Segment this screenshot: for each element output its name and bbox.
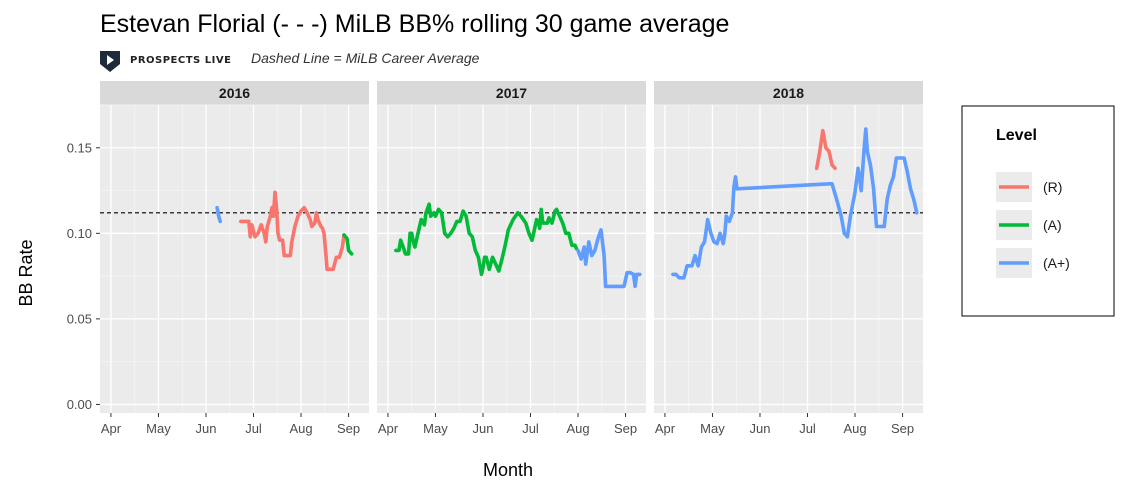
strip-2016 xyxy=(100,81,369,105)
strip-label-2018: 2018 xyxy=(773,85,804,101)
y-tick-label: 0.05 xyxy=(67,311,92,326)
series-line-2016-r xyxy=(239,190,346,272)
x-tick-label-may: May xyxy=(423,421,448,436)
series-line-2018-r xyxy=(814,128,837,171)
series-line-2017-aplus xyxy=(576,228,642,289)
x-tick-label-sep: Sep xyxy=(891,421,914,436)
series-line-2017-a xyxy=(394,202,579,277)
x-tick-label-jun: Jun xyxy=(472,421,493,436)
x-axis-title: Month xyxy=(483,460,533,480)
panel-2017: 2017 Apr May Jun Jul Aug Sep xyxy=(377,81,646,436)
x-tick-label-aug: Aug xyxy=(566,421,589,436)
y-axis-title: BB Rate xyxy=(16,239,36,306)
x-tick-label-jun: Jun xyxy=(195,421,216,436)
prospects-live-logo: PROSPECTS LIVE xyxy=(100,51,231,72)
x-tick-label-jul: Jul xyxy=(522,421,539,436)
x-tick-label-apr: Apr xyxy=(378,421,399,436)
y-tick-label: 0.15 xyxy=(67,140,92,155)
x-tick-label-may: May xyxy=(146,421,171,436)
legend-label-a: (A) xyxy=(1043,217,1062,233)
strip-2018 xyxy=(654,81,923,105)
legend: Level (R) (A) (A+) xyxy=(961,105,1115,317)
legend-label-r: (R) xyxy=(1043,179,1062,195)
panel-background xyxy=(100,105,369,413)
x-tick-label-apr: Apr xyxy=(655,421,676,436)
x-tick-label-aug: Aug xyxy=(843,421,866,436)
x-tick-label-jul: Jul xyxy=(799,421,816,436)
chart-title: Estevan Florial (- - -) MiLB BB% rolling… xyxy=(100,10,729,38)
strip-label-2017: 2017 xyxy=(496,85,527,101)
chart-subtitle: Dashed Line = MiLB Career Average xyxy=(251,50,480,66)
x-tick-label-sep: Sep xyxy=(614,421,637,436)
panel-2018: 2018 Apr May Jun Jul Aug Sep xyxy=(654,81,923,436)
x-tick-label-apr: Apr xyxy=(101,421,122,436)
series-line-2016-aplus xyxy=(215,205,222,224)
legend-box xyxy=(961,105,1115,317)
x-tick-label-jul: Jul xyxy=(245,421,262,436)
x-tick-label-sep: Sep xyxy=(337,421,360,436)
brand-name: PROSPECTS LIVE xyxy=(130,55,231,66)
panel-2016: 2016 Apr May Jun Jul Aug Sep xyxy=(100,81,369,436)
y-tick-label: 0.10 xyxy=(67,226,92,241)
legend-label-aplus: (A+) xyxy=(1043,255,1070,271)
series-line-2018-aplus xyxy=(671,127,919,280)
strip-2017 xyxy=(377,81,646,105)
series-line-2016-a xyxy=(342,233,354,256)
legend-title: Level xyxy=(996,127,1037,144)
y-tick-label: 0.00 xyxy=(67,397,92,412)
x-tick-label-jun: Jun xyxy=(749,421,770,436)
plot-area: 2016 Apr May Jun Jul Aug Sep 2017 Apr May Jun Jul Au… xyxy=(67,81,923,436)
x-tick-label-aug: Aug xyxy=(289,421,312,436)
x-tick-label-may: May xyxy=(700,421,725,436)
strip-label-2016: 2016 xyxy=(219,85,250,101)
